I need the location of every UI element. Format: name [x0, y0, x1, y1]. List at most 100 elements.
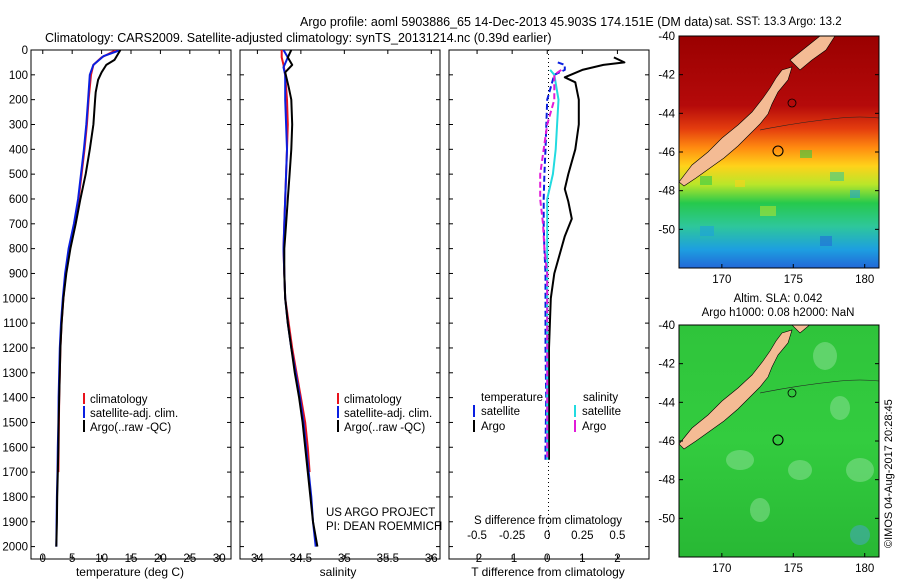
- x-tick-label: 0: [40, 553, 46, 565]
- s-tick-label: 0.5: [609, 530, 625, 542]
- s-tick-label: -0.25: [499, 530, 525, 542]
- pressure-tick-label: 0: [22, 45, 28, 57]
- pressure-tick-label: 300: [9, 119, 28, 131]
- x-tick-label: -2: [472, 553, 482, 565]
- pressure-tick-label: 1900: [2, 517, 28, 529]
- salinity-panel-frame: [239, 49, 441, 560]
- temperature-lines: [55, 50, 122, 547]
- x-tick-label: 1: [579, 553, 585, 565]
- legend-temperature-heading: temperature: [481, 392, 543, 404]
- legend-climatology-label: climatology: [90, 394, 148, 406]
- series-line-satellite: [542, 61, 566, 460]
- chatham-rise-contour: [759, 116, 879, 131]
- legend-satellite-label: satellite-adj. clim.: [90, 408, 178, 420]
- x-tick-label: 25: [183, 553, 196, 565]
- pressure-tick-label: 700: [9, 219, 28, 231]
- temperature-legend: climatology satellite-adj. clim. Argo(..…: [83, 393, 178, 434]
- island-marker: [787, 388, 797, 398]
- x-tick-label: 35: [338, 553, 351, 565]
- x-tick-label: 15: [125, 553, 138, 565]
- s-tick-label: 0.25: [571, 530, 593, 542]
- pressure-tick-label: 400: [9, 144, 28, 156]
- north-island-land: [791, 325, 811, 334]
- pressure-tick-label: 900: [9, 268, 28, 280]
- s-tick-label: -0.5: [467, 530, 487, 542]
- lat-tick-label: -42: [658, 70, 675, 82]
- legend-t-argo-label: Argo: [481, 421, 505, 433]
- sla-field: [679, 325, 879, 557]
- footer-credit: ©IMOS 04-Aug-2017 20:28:45: [883, 399, 895, 548]
- lon-tick-label: 170: [712, 563, 731, 575]
- pressure-tick-label: 1800: [2, 492, 28, 504]
- sst-map: [679, 36, 879, 268]
- x-tick-label: -1: [507, 553, 517, 565]
- sla-map: [679, 325, 879, 557]
- salinity-xlabel: salinity: [320, 565, 357, 579]
- legend-satellite-label: satellite-adj. clim.: [344, 408, 432, 420]
- lat-tick-label: -44: [658, 108, 675, 120]
- lon-tick-label: 175: [784, 563, 803, 575]
- pressure-tick-label: 600: [9, 194, 28, 206]
- pressure-axis: 0 100 200 300 400 500 600 700 800 900 1000 1100 1200…: [2, 45, 649, 554]
- legend-climatology-label: climatology: [344, 394, 402, 406]
- x-tick-label: 2: [614, 553, 620, 565]
- south-island-land: [679, 66, 793, 187]
- difference-x-axis: -2 -1 0 1 2 -0.5 -0.25 0 0.25 0.5: [467, 50, 625, 565]
- pressure-tick-label: 1300: [2, 368, 28, 380]
- lat-tick-label: -44: [658, 397, 675, 409]
- legend-t-satellite-label: satellite: [481, 406, 520, 418]
- temperature-x-axis: 0 5 10 15 20 25 30: [40, 50, 226, 565]
- chatham-rise-contour: [759, 379, 879, 394]
- x-tick-label: 10: [95, 553, 108, 565]
- pressure-tick-label: 2000: [2, 542, 28, 554]
- salinity-lines: [280, 50, 319, 547]
- legend-s-argo-label: Argo: [582, 421, 606, 433]
- x-tick-label: 34.5: [290, 553, 312, 565]
- series-line-argo: [55, 50, 122, 547]
- float-position-marker: [772, 434, 784, 446]
- sst-map-axes: -40 -42 -44 -46 -48 -50 170 175 180: [658, 31, 879, 286]
- project-credit: US ARGO PROJECT: [326, 507, 435, 519]
- lat-tick-label: -46: [658, 436, 675, 448]
- pressure-tick-label: 1400: [2, 393, 28, 405]
- difference-xlabel: T difference from climatology: [471, 565, 625, 579]
- pressure-tick-label: 200: [9, 95, 28, 107]
- temperature-xlabel: temperature (deg C): [76, 565, 184, 579]
- sla-map-axes: -40 -42 -44 -46 -48 -50 170 175 180: [658, 320, 879, 575]
- temperature-panel-frame: [30, 49, 232, 560]
- series-line-argo: [548, 56, 626, 460]
- sla-map-title-2: Argo h1000: 0.08 h2000: NaN: [702, 307, 855, 319]
- north-island-land: [789, 36, 836, 71]
- south-island-land: [679, 329, 793, 450]
- lat-tick-label: -48: [658, 475, 675, 487]
- salinity-legend: climatology satellite-adj. clim. Argo(..…: [337, 393, 432, 434]
- lon-tick-label: 175: [784, 274, 803, 286]
- pressure-tick-label: 1600: [2, 442, 28, 454]
- x-tick-label: 34: [251, 553, 264, 565]
- pressure-tick-label: 800: [9, 244, 28, 256]
- sst-noise: [700, 150, 860, 246]
- x-tick-label: 35.5: [377, 553, 399, 565]
- series-line-argo: [283, 50, 319, 547]
- island-marker: [787, 98, 797, 108]
- lat-tick-label: -50: [658, 513, 675, 525]
- difference-lines: [539, 56, 626, 460]
- series-line-s_argo: [539, 69, 562, 460]
- x-tick-label: 20: [154, 553, 167, 565]
- sst-map-title: sat. SST: 13.3 Argo: 13.2: [714, 16, 841, 28]
- lat-tick-label: -50: [658, 224, 675, 236]
- legend-argo-label: Argo(..raw -QC): [344, 422, 425, 434]
- x-tick-label: 36: [425, 553, 438, 565]
- lon-tick-label: 170: [712, 274, 731, 286]
- pressure-tick-label: 1700: [2, 467, 28, 479]
- pressure-tick-label: 1100: [3, 318, 28, 330]
- x-tick-label: 5: [69, 553, 75, 565]
- difference-top-xlabel: S difference from climatology: [474, 515, 622, 527]
- pressure-tick-label: 1500: [2, 417, 28, 429]
- pressure-tick-label: 100: [9, 70, 28, 82]
- legend-s-satellite-label: satellite: [582, 406, 621, 418]
- sla-blobs: [726, 342, 874, 545]
- float-position-marker: [772, 145, 784, 157]
- lat-tick-label: -46: [658, 147, 675, 159]
